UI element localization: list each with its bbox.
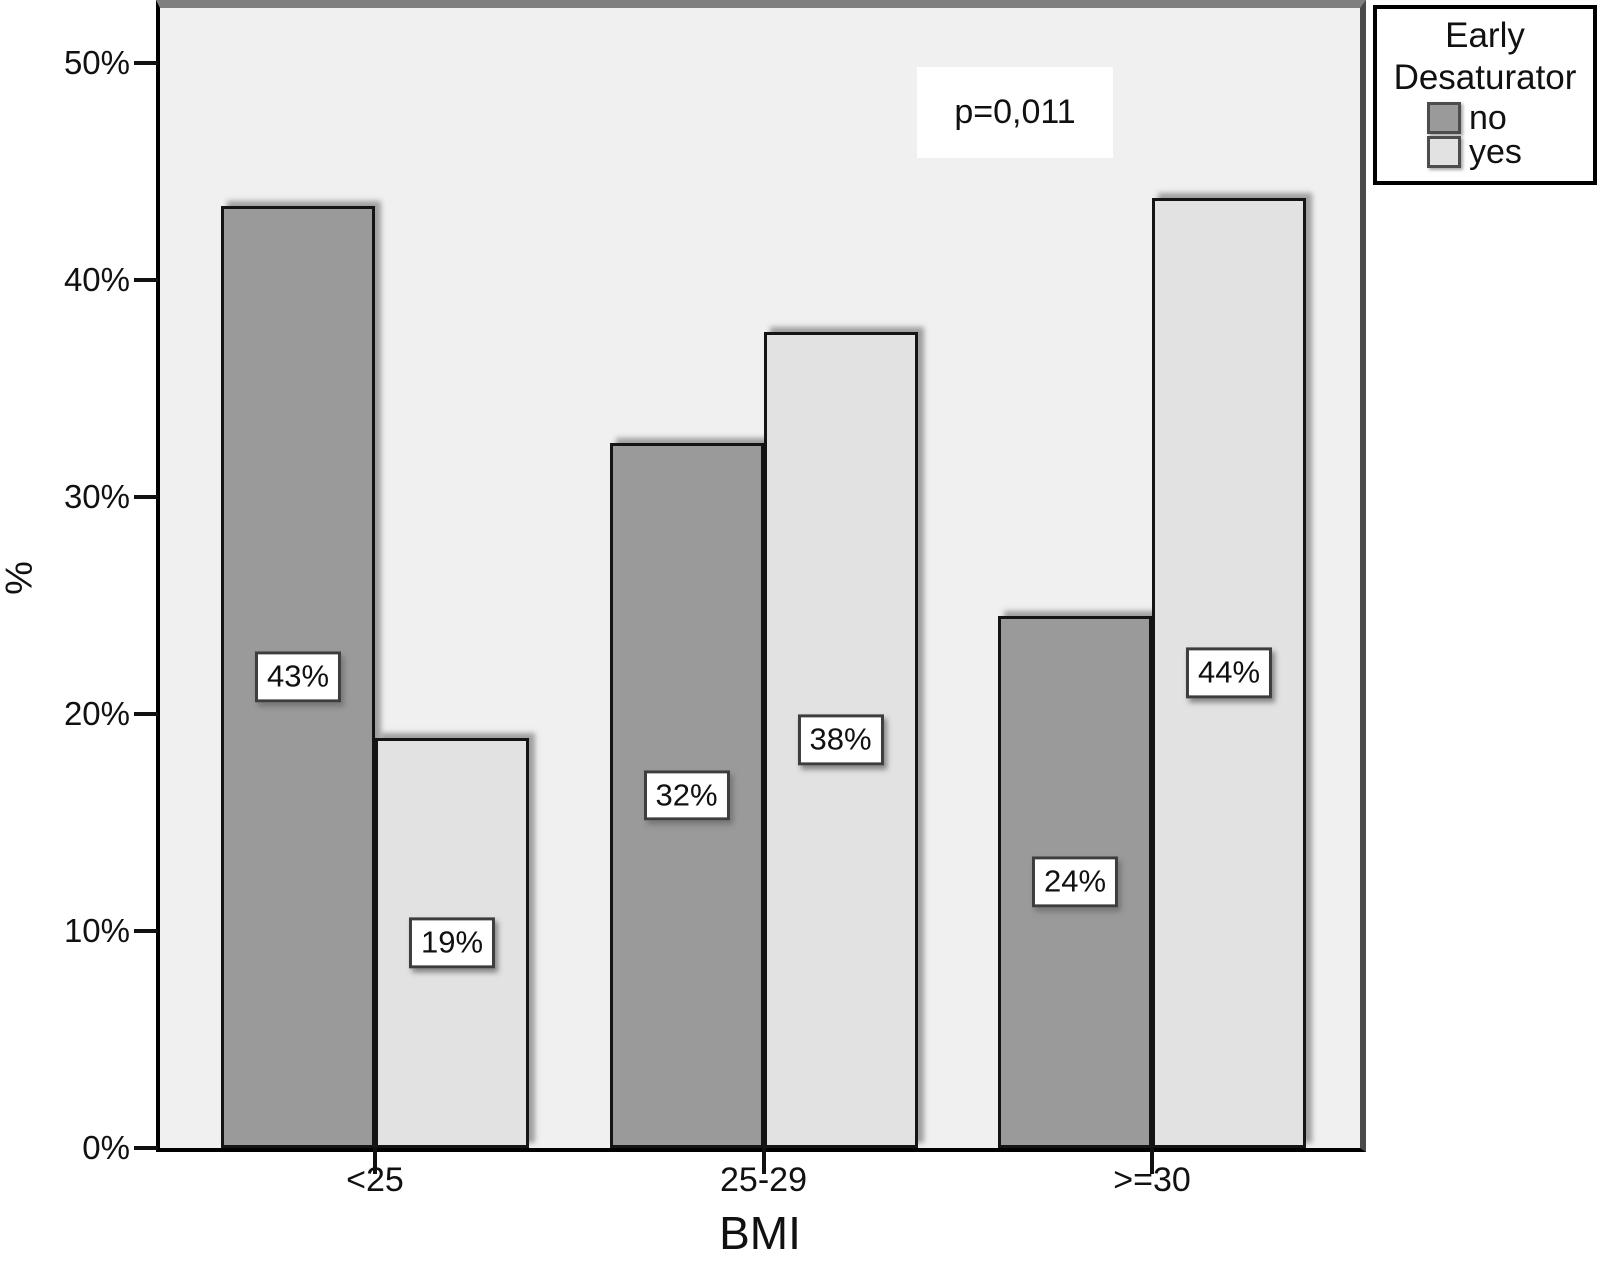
x-tick-label: <25	[346, 1161, 404, 1199]
bar-value-label: 43%	[254, 651, 342, 703]
y-tick-label: 40%	[63, 261, 130, 298]
y-tick-mark	[134, 278, 158, 282]
x-tick-mark	[373, 1148, 377, 1174]
x-tick-mark	[761, 1148, 766, 1174]
legend-swatch-no-icon	[1427, 102, 1461, 134]
y-tick-mark	[134, 712, 158, 716]
x-axis-title: BMI	[719, 1207, 801, 1259]
bar-value-label: 44%	[1185, 647, 1273, 699]
bar-value-label: 24%	[1031, 856, 1119, 908]
legend-item-yes: yes	[1427, 135, 1543, 169]
y-tick-mark	[134, 929, 158, 933]
y-tick-label: 20%	[63, 695, 130, 732]
legend-items: no yes	[1427, 101, 1543, 169]
x-tick-label: 25-29	[720, 1161, 807, 1199]
legend-title-line-2: Desaturator	[1393, 58, 1577, 97]
y-tick-mark	[134, 1146, 158, 1150]
bar-value-label: 32%	[643, 770, 730, 821]
bar-value-label: 38%	[797, 714, 884, 766]
p-value-text: p=0,011	[954, 93, 1076, 131]
y-tick-mark	[134, 61, 158, 65]
y-tick-label: 30%	[63, 478, 130, 515]
legend: Early Desaturator no yes	[1373, 5, 1597, 185]
p-value-annotation: p=0,011	[917, 67, 1113, 158]
y-tick-label: 0%	[82, 1129, 130, 1166]
y-tick-mark	[134, 495, 158, 499]
legend-label-yes: yes	[1469, 133, 1522, 171]
x-tick-mark	[1150, 1148, 1154, 1174]
legend-title-line-1: Early	[1445, 16, 1525, 55]
legend-item-no: no	[1427, 101, 1543, 135]
y-axis-title: %	[0, 561, 41, 595]
legend-swatch-yes-icon	[1427, 136, 1461, 168]
plot-area: 43% 32% 24% 19% 38% 44%	[156, 0, 1366, 1152]
legend-label-no: no	[1469, 99, 1507, 137]
y-tick-label: 10%	[63, 912, 130, 949]
y-tick-label: 50%	[63, 44, 130, 81]
x-tick-label: >=30	[1113, 1161, 1191, 1199]
bar-value-label: 19%	[408, 917, 496, 969]
